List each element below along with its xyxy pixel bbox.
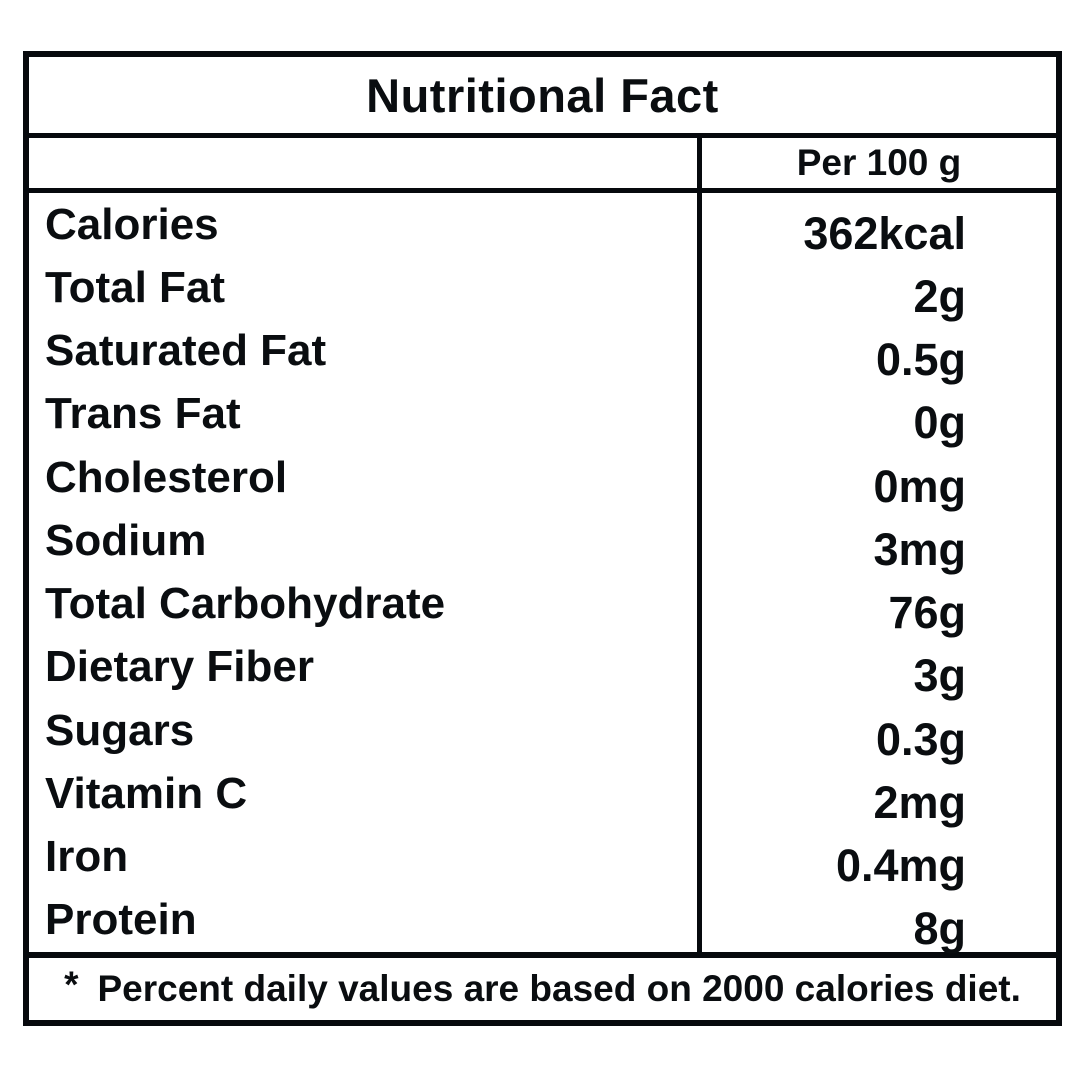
nutrient-label: Saturated Fat — [45, 326, 327, 376]
nutrient-label: Dietary Fiber — [45, 642, 314, 692]
nutrient-rows: Calories 362kcal Total Fat 2g Saturated … — [29, 193, 1056, 958]
table-row: Sodium 3mg — [29, 509, 1056, 575]
footnote-text: Percent daily values are based on 2000 c… — [97, 968, 1021, 1009]
table-row: Trans Fat 0g — [29, 382, 1056, 448]
nutrient-label: Protein — [45, 895, 197, 945]
nutrient-value: 8g — [697, 888, 1056, 954]
nutrient-value: 2g — [697, 256, 1056, 322]
nutrient-label: Calories — [45, 199, 219, 249]
table-row: Sugars 0.3g — [29, 699, 1056, 765]
nutrient-value: 3mg — [697, 509, 1056, 575]
nutrient-value: 76g — [697, 572, 1056, 638]
nutrient-value: 2mg — [697, 762, 1056, 828]
nutrient-value: 362kcal — [697, 193, 1056, 259]
nutrient-label: Vitamin C — [45, 768, 248, 818]
nutrient-value: 0.5g — [697, 319, 1056, 385]
nutrient-label: Iron — [45, 832, 129, 882]
nutrient-label: Total Fat — [45, 262, 226, 312]
nutrient-value: 0mg — [697, 446, 1056, 512]
nutrient-value: 0.4mg — [697, 825, 1056, 891]
column-header-per-100g: Per 100 g — [697, 138, 1056, 188]
table-row: Vitamin C 2mg — [29, 762, 1056, 828]
table-row: Total Carbohydrate 76g — [29, 572, 1056, 638]
table-row: Calories 362kcal — [29, 193, 1056, 259]
nutrient-value: 3g — [697, 635, 1056, 701]
nutrient-value: 0g — [697, 382, 1056, 448]
nutrient-label: Cholesterol — [45, 452, 288, 502]
nutrient-label: Trans Fat — [45, 389, 241, 439]
table-row: Total Fat 2g — [29, 256, 1056, 322]
table-row: Cholesterol 0mg — [29, 446, 1056, 512]
footnote-asterisk: * — [64, 964, 79, 1005]
nutrient-value: 0.3g — [697, 699, 1056, 765]
nutrient-label: Sodium — [45, 515, 207, 565]
footnote: * Percent daily values are based on 2000… — [29, 958, 1056, 1020]
nutrition-facts-table: Nutritional Fact Per 100 g Calories 362k… — [23, 51, 1062, 1026]
nutrient-label: Total Carbohydrate — [45, 579, 446, 629]
table-row: Protein 8g — [29, 888, 1056, 954]
nutrient-label: Sugars — [45, 705, 195, 755]
table-header-row: Per 100 g — [29, 138, 1056, 193]
table-row: Iron 0.4mg — [29, 825, 1056, 891]
table-row: Saturated Fat 0.5g — [29, 319, 1056, 385]
header-empty-cell — [29, 138, 697, 188]
table-title: Nutritional Fact — [29, 57, 1056, 138]
table-row: Dietary Fiber 3g — [29, 635, 1056, 701]
